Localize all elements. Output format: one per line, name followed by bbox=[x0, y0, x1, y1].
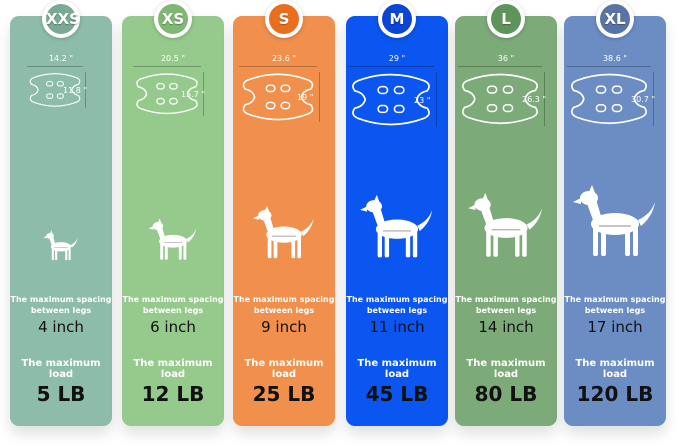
harness-width: 14.2 " bbox=[48, 54, 74, 63]
load-value: 80 LB bbox=[474, 382, 538, 406]
harness-outline-icon bbox=[352, 73, 430, 126]
size-badge: XXS bbox=[42, 0, 80, 38]
dog-silhouette-icon bbox=[43, 230, 78, 261]
size-label: M bbox=[382, 4, 412, 34]
load-value: 45 LB bbox=[365, 382, 429, 406]
size-card: L 36 " 26.3 " bbox=[455, 0, 557, 426]
harness-height: 23 " bbox=[414, 95, 431, 105]
size-badge: L bbox=[487, 0, 525, 38]
dog-silhouette-icon bbox=[360, 194, 433, 257]
load-label: The maximum load bbox=[466, 358, 546, 380]
load-value: 120 LB bbox=[576, 382, 654, 406]
harness-outline-icon bbox=[462, 73, 538, 124]
dog-silhouette-icon bbox=[468, 192, 542, 257]
height-dimension-line bbox=[653, 72, 654, 126]
size-label: S bbox=[269, 4, 299, 34]
load-value: 5 LB bbox=[36, 382, 86, 406]
load-value: 25 LB bbox=[252, 382, 316, 406]
harness-outline-icon bbox=[136, 73, 198, 115]
size-card: S 23.6 " 19 " bbox=[233, 0, 335, 426]
harness-height: 26.3 " bbox=[522, 94, 547, 104]
dog-silhouette-icon bbox=[148, 218, 197, 260]
spacing-label: The maximum spacing between legs bbox=[233, 295, 335, 315]
size-card: M 29 " 23 " bbox=[346, 0, 448, 426]
harness-outline-icon bbox=[571, 73, 647, 124]
size-card: XXS 14.2 " 11.8 " bbox=[10, 0, 112, 426]
width-dimension-line bbox=[567, 66, 651, 67]
width-dimension-line bbox=[239, 66, 317, 67]
load-label: The maximum load bbox=[133, 358, 213, 380]
spacing-value: 11 inch bbox=[369, 318, 425, 336]
size-card: XS 20.5 " 15.7 " bbox=[122, 0, 224, 426]
height-dimension-line bbox=[319, 72, 320, 122]
size-label: XS bbox=[158, 4, 188, 34]
size-label: L bbox=[491, 4, 521, 34]
spacing-label: The maximum spacing between legs bbox=[564, 295, 666, 315]
size-card: XL 38.6 " 30.7 " bbox=[564, 0, 666, 426]
size-badge: M bbox=[378, 0, 416, 38]
load-label: The maximum load bbox=[21, 358, 101, 380]
spacing-label: The maximum spacing between legs bbox=[122, 295, 224, 315]
width-dimension-line bbox=[458, 66, 542, 67]
dog-silhouette-icon bbox=[252, 205, 314, 259]
size-badge: S bbox=[265, 0, 303, 38]
height-dimension-line bbox=[203, 72, 204, 116]
spacing-label: The maximum spacing between legs bbox=[455, 295, 557, 315]
spacing-label: The maximum spacing between legs bbox=[10, 295, 112, 315]
load-label: The maximum load bbox=[244, 358, 324, 380]
spacing-label: The maximum spacing between legs bbox=[346, 295, 448, 315]
harness-height: 15.7 " bbox=[181, 89, 206, 99]
spacing-value: 17 inch bbox=[587, 318, 643, 336]
load-value: 12 LB bbox=[141, 382, 205, 406]
harness-outline-icon bbox=[242, 73, 314, 121]
height-dimension-line bbox=[85, 72, 86, 108]
spacing-value: 4 inch bbox=[38, 318, 84, 336]
harness-height: 19 " bbox=[297, 92, 314, 102]
load-label: The maximum load bbox=[357, 358, 437, 380]
width-dimension-line bbox=[348, 66, 434, 67]
size-badge: XL bbox=[596, 0, 634, 38]
size-label: XL bbox=[600, 4, 630, 34]
harness-width: 36 " bbox=[497, 54, 515, 63]
harness-width: 23.6 " bbox=[271, 54, 297, 63]
dog-silhouette-icon bbox=[573, 185, 655, 256]
spacing-value: 14 inch bbox=[478, 318, 534, 336]
harness-outline-icon bbox=[29, 73, 81, 107]
height-dimension-line bbox=[436, 72, 437, 128]
harness-height: 11.8 " bbox=[63, 85, 88, 95]
height-dimension-line bbox=[544, 72, 545, 126]
spacing-value: 6 inch bbox=[150, 318, 196, 336]
load-label: The maximum load bbox=[575, 358, 655, 380]
harness-width: 29 " bbox=[388, 54, 406, 63]
harness-width: 20.5 " bbox=[160, 54, 186, 63]
spacing-value: 9 inch bbox=[261, 318, 307, 336]
harness-width: 38.6 " bbox=[602, 54, 628, 63]
size-label: XXS bbox=[46, 4, 80, 34]
width-dimension-line bbox=[133, 66, 201, 67]
size-badge: XS bbox=[154, 0, 192, 38]
width-dimension-line bbox=[27, 66, 83, 67]
harness-height: 30.7 " bbox=[631, 94, 656, 104]
